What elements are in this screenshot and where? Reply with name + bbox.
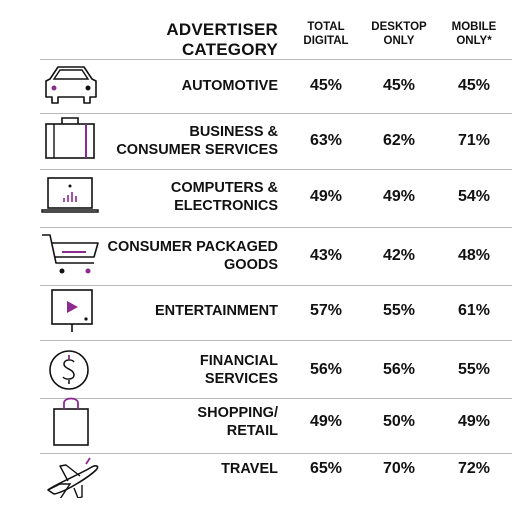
mobile-only-header-line2: ONLY*	[456, 35, 492, 47]
divider	[40, 285, 512, 286]
category-label-line2: CONSUMER SERVICES	[116, 142, 278, 158]
category-label: CONSUMER PACKAGED GOODS	[107, 227, 278, 285]
table-row: ENTERTAINMENT 57% 55% 61%	[0, 282, 532, 340]
mobile-only-header-line1: MOBILE	[451, 21, 497, 33]
table-row: COMPUTERS & ELECTRONICS 49% 49% 54%	[0, 168, 532, 226]
shopping-bag-icon	[40, 393, 102, 451]
total-digital-value: 63%	[309, 132, 343, 149]
category-label-line1: COMPUTERS &	[170, 180, 278, 196]
mobile-only-value: 54%	[457, 188, 491, 205]
desktop-only-value: 45%	[382, 77, 416, 94]
total-digital-value: 45%	[309, 77, 343, 94]
category-label-line2: RETAIL	[226, 423, 278, 439]
airplane-icon	[40, 440, 102, 498]
shopping-cart-icon	[40, 227, 102, 285]
category-label: BUSINESS & CONSUMER SERVICES	[108, 112, 278, 170]
total-digital-value: 57%	[309, 302, 343, 319]
briefcase-icon	[40, 112, 102, 170]
mobile-only-value: 72%	[457, 460, 491, 477]
dollar-coin-icon	[40, 341, 102, 399]
total-digital-value: 49%	[309, 413, 343, 430]
divider	[40, 227, 512, 228]
mobile-only-value: 61%	[457, 302, 491, 319]
total-digital-header: TOTAL DIGITAL	[296, 20, 356, 48]
divider	[40, 340, 512, 341]
category-label: FINANCIAL SERVICES	[108, 341, 278, 399]
category-label-line1: FINANCIAL	[199, 353, 278, 369]
category-label-line2: SERVICES	[204, 371, 278, 387]
car-icon	[40, 57, 102, 115]
table-row: BUSINESS & CONSUMER SERVICES 63% 62% 71%	[0, 112, 532, 170]
table-row: TRAVEL 65% 70% 72%	[0, 440, 532, 498]
desktop-only-value: 56%	[382, 361, 416, 378]
desktop-only-value: 55%	[382, 302, 416, 319]
category-label-line1: CONSUMER PACKAGED	[107, 239, 278, 255]
total-digital-value: 49%	[309, 188, 343, 205]
total-digital-value: 43%	[309, 247, 343, 264]
category-label-line2: GOODS	[224, 257, 278, 273]
divider	[40, 169, 512, 170]
table-row: SHOPPING/ RETAIL 49% 50% 49%	[0, 393, 532, 451]
desktop-only-value: 50%	[382, 413, 416, 430]
category-label-line1: SHOPPING/	[197, 405, 278, 421]
table-row: AUTOMOTIVE 45% 45% 45%	[0, 57, 532, 115]
advertiser-category-header: ADVERTISER CATEGORY	[166, 20, 278, 59]
table-header: ADVERTISER CATEGORY TOTAL DIGITAL DESKTO…	[0, 0, 532, 60]
category-label-line1: BUSINESS &	[189, 124, 278, 140]
divider	[40, 398, 512, 399]
mobile-only-value: 45%	[457, 77, 491, 94]
total-digital-header-line1: TOTAL	[307, 21, 345, 33]
desktop-only-value: 70%	[382, 460, 416, 477]
desktop-only-header: DESKTOP ONLY	[369, 20, 429, 48]
mobile-only-value: 71%	[457, 132, 491, 149]
desktop-only-value: 42%	[382, 247, 416, 264]
desktop-only-header-line2: ONLY	[383, 35, 415, 47]
mobile-only-value: 48%	[457, 247, 491, 264]
total-digital-value: 56%	[309, 361, 343, 378]
category-label: ENTERTAINMENT	[108, 282, 278, 340]
desktop-only-value: 49%	[382, 188, 416, 205]
category-label-line1: AUTOMOTIVE	[181, 78, 278, 94]
mobile-only-header: MOBILE ONLY*	[444, 20, 504, 48]
category-label-line1: ENTERTAINMENT	[155, 303, 278, 319]
divider	[40, 113, 512, 114]
table-row: CONSUMER PACKAGED GOODS 43% 42% 48%	[0, 227, 532, 285]
mobile-only-value: 49%	[457, 413, 491, 430]
desktop-only-value: 62%	[382, 132, 416, 149]
laptop-icon	[40, 168, 102, 226]
desktop-only-header-line1: DESKTOP	[371, 21, 427, 33]
category-label: AUTOMOTIVE	[108, 57, 278, 115]
category-label-line2: ELECTRONICS	[174, 198, 278, 214]
table-row: FINANCIAL SERVICES 56% 56% 55%	[0, 341, 532, 399]
divider	[40, 453, 512, 454]
category-label: COMPUTERS & ELECTRONICS	[108, 168, 278, 226]
category-label: SHOPPING/ RETAIL	[108, 393, 278, 451]
mobile-only-value: 55%	[457, 361, 491, 378]
total-digital-value: 65%	[309, 460, 343, 477]
category-label: TRAVEL	[108, 440, 278, 498]
divider	[40, 59, 512, 60]
category-label-line1: TRAVEL	[221, 461, 278, 477]
tv-play-icon	[40, 282, 102, 340]
total-digital-header-line2: DIGITAL	[303, 35, 349, 47]
